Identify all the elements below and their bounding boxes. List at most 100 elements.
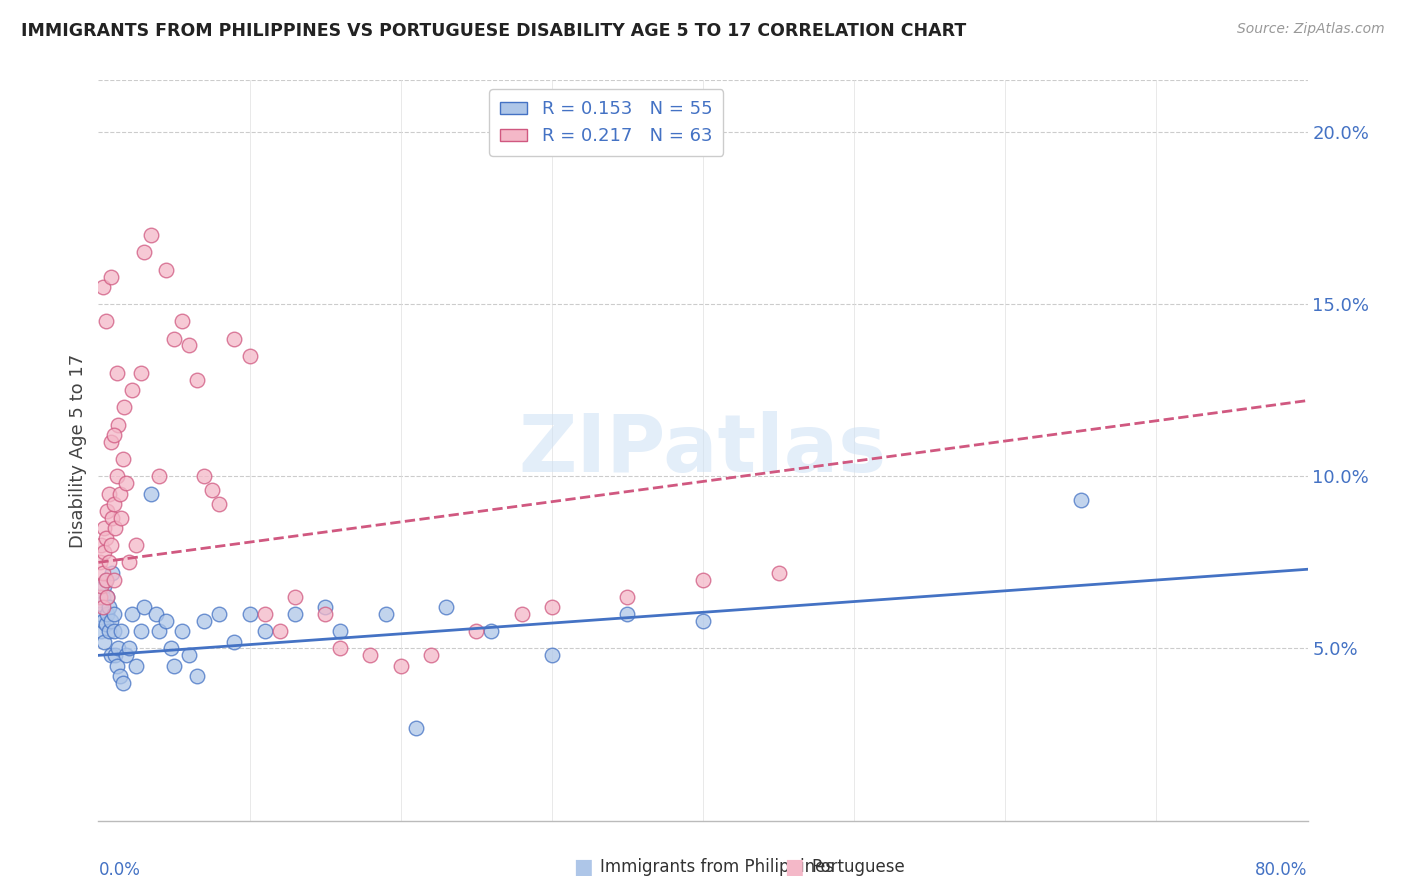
- Point: [93, 545, 115, 559]
- Point: [329, 624, 352, 639]
- Point: [434, 600, 457, 615]
- Point: [155, 614, 177, 628]
- Point: [692, 573, 714, 587]
- Point: [481, 624, 503, 639]
- Point: [114, 476, 136, 491]
- Point: [111, 452, 134, 467]
- Point: [132, 600, 155, 615]
- Point: [96, 504, 118, 518]
- Point: [405, 721, 427, 735]
- Point: [170, 314, 193, 328]
- Point: [108, 486, 131, 500]
- Point: [186, 373, 208, 387]
- Point: [118, 641, 141, 656]
- Point: [96, 607, 118, 621]
- Point: [112, 401, 135, 415]
- Text: IMMIGRANTS FROM PHILIPPINES VS PORTUGUESE DISABILITY AGE 5 TO 17 CORRELATION CHA: IMMIGRANTS FROM PHILIPPINES VS PORTUGUES…: [21, 22, 966, 40]
- Point: [186, 669, 208, 683]
- Point: [129, 366, 152, 380]
- Point: [91, 566, 114, 580]
- Point: [100, 434, 122, 449]
- Point: [108, 669, 131, 683]
- Point: [93, 521, 115, 535]
- Point: [125, 538, 148, 552]
- Point: [420, 648, 443, 663]
- Point: [98, 555, 121, 569]
- Point: [179, 338, 201, 352]
- Point: [93, 579, 115, 593]
- Point: [284, 607, 307, 621]
- Point: [160, 641, 183, 656]
- Point: [103, 624, 125, 639]
- Point: [224, 634, 246, 648]
- Point: [314, 607, 336, 621]
- Text: ■: ■: [785, 857, 804, 877]
- Point: [170, 624, 193, 639]
- Point: [91, 590, 114, 604]
- Point: [284, 590, 307, 604]
- Point: [94, 314, 117, 328]
- Point: [141, 486, 163, 500]
- Point: [103, 573, 125, 587]
- Point: [132, 245, 155, 260]
- Point: [91, 600, 114, 615]
- Point: [90, 538, 112, 552]
- Point: [329, 641, 352, 656]
- Point: [253, 624, 276, 639]
- Point: [510, 607, 533, 621]
- Point: [94, 573, 117, 587]
- Point: [94, 573, 117, 587]
- Text: Immigrants from Philippines: Immigrants from Philippines: [600, 858, 835, 876]
- Point: [114, 648, 136, 663]
- Point: [389, 658, 412, 673]
- Point: [110, 510, 132, 524]
- Point: [125, 658, 148, 673]
- Point: [616, 607, 638, 621]
- Point: [107, 417, 129, 432]
- Point: [94, 617, 117, 632]
- Point: [89, 555, 111, 569]
- Point: [103, 497, 125, 511]
- Point: [103, 607, 125, 621]
- Point: [239, 349, 262, 363]
- Point: [110, 624, 132, 639]
- Text: 0.0%: 0.0%: [98, 862, 141, 880]
- Point: [90, 597, 112, 611]
- Point: [98, 624, 121, 639]
- Legend: R = 0.153   N = 55, R = 0.217   N = 63: R = 0.153 N = 55, R = 0.217 N = 63: [489, 89, 723, 156]
- Point: [148, 469, 170, 483]
- Point: [193, 614, 215, 628]
- Text: 80.0%: 80.0%: [1256, 862, 1308, 880]
- Point: [224, 332, 246, 346]
- Point: [105, 469, 128, 483]
- Point: [145, 607, 167, 621]
- Point: [118, 555, 141, 569]
- Point: [121, 383, 143, 397]
- Point: [360, 648, 382, 663]
- Point: [374, 607, 396, 621]
- Point: [193, 469, 215, 483]
- Point: [100, 648, 122, 663]
- Point: [111, 676, 134, 690]
- Point: [104, 521, 127, 535]
- Point: [148, 624, 170, 639]
- Point: [100, 538, 122, 552]
- Point: [90, 579, 112, 593]
- Point: [101, 566, 124, 580]
- Point: [208, 497, 231, 511]
- Text: ZIPatlas: ZIPatlas: [519, 411, 887, 490]
- Point: [239, 607, 262, 621]
- Point: [98, 600, 121, 615]
- Point: [96, 590, 118, 604]
- Point: [1070, 493, 1092, 508]
- Point: [105, 658, 128, 673]
- Point: [91, 280, 114, 294]
- Point: [98, 486, 121, 500]
- Point: [93, 634, 115, 648]
- Point: [105, 366, 128, 380]
- Point: [107, 641, 129, 656]
- Point: [163, 658, 186, 673]
- Point: [163, 332, 186, 346]
- Point: [104, 648, 127, 663]
- Point: [89, 607, 111, 621]
